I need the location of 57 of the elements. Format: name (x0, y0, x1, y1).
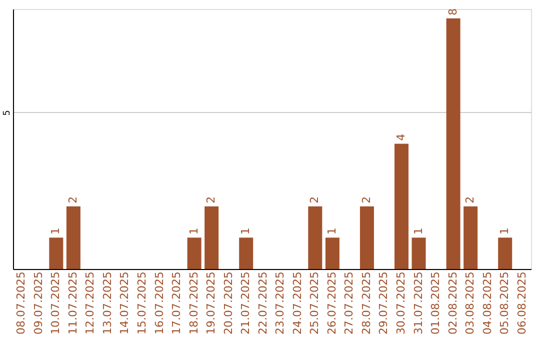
data-label: 1 (498, 228, 512, 235)
x-tick-label: 04.08.2025 (480, 272, 494, 334)
x-tick-label: 03.08.2025 (464, 272, 477, 334)
x-tick-label: 02.08.2025 (446, 272, 460, 334)
x-tick-label: 06.08.2025 (515, 272, 528, 334)
data-label: 1 (49, 228, 62, 235)
x-tick-label: 22.07.2025 (256, 272, 270, 334)
y-tick-label: 5 (2, 110, 12, 116)
x-tick-label: 29.07.2025 (377, 272, 390, 334)
x-tick-label: 26.07.2025 (325, 272, 338, 334)
x-tick-label: 10.07.2025 (49, 272, 62, 334)
x-tick-label: 12.07.2025 (84, 272, 97, 334)
bar (204, 206, 219, 269)
x-tick-label: 23.07.2025 (274, 272, 287, 334)
data-label: 2 (360, 196, 373, 204)
bar (308, 206, 322, 269)
data-label: 1 (187, 228, 200, 235)
x-tick-label: 16.07.2025 (152, 272, 166, 334)
x-tick-label: 08.07.2025 (14, 272, 28, 334)
data-label: 2 (308, 196, 322, 204)
x-tick-label: 11.07.2025 (66, 272, 80, 334)
bar (498, 238, 512, 269)
bar (360, 206, 374, 269)
x-tick-label: 05.08.2025 (498, 272, 512, 334)
data-label: 1 (239, 228, 252, 235)
x-tick-label: 30.07.2025 (394, 272, 408, 334)
bar (394, 144, 408, 269)
data-label: 8 (446, 8, 460, 16)
x-tick-label: 28.07.2025 (360, 272, 373, 334)
x-tick-label: 24.07.2025 (290, 272, 304, 334)
x-tick-label: 20.07.2025 (222, 272, 235, 334)
x-tick-label: 14.07.2025 (118, 272, 132, 334)
x-tick-label: 31.07.2025 (412, 272, 425, 334)
data-label: 2 (204, 196, 218, 204)
data-label: 1 (325, 228, 338, 235)
x-tick-label: 01.08.2025 (429, 272, 442, 334)
data-label: 2 (66, 196, 80, 204)
x-tick-label: 25.07.2025 (308, 272, 322, 334)
bar (239, 238, 254, 269)
x-tick-label: 19.07.2025 (204, 272, 218, 334)
x-tick-label: 13.07.2025 (100, 272, 114, 334)
bar (49, 238, 64, 269)
bar (464, 206, 478, 269)
x-tick-label: 17.07.2025 (170, 272, 184, 334)
x-tick-label: 09.07.2025 (32, 272, 45, 334)
x-tick-label: 21.07.2025 (239, 272, 252, 334)
x-tick-label: 18.07.2025 (187, 272, 200, 334)
bar (412, 238, 426, 269)
data-label: 4 (394, 134, 408, 141)
x-tick-label: 27.07.2025 (342, 272, 356, 334)
bar (446, 18, 460, 269)
data-label: 1 (412, 228, 425, 235)
x-tick-label: 15.07.2025 (136, 272, 148, 334)
bar (66, 206, 80, 269)
data-label: 2 (464, 196, 477, 204)
bar (325, 238, 340, 269)
bar (187, 238, 202, 269)
